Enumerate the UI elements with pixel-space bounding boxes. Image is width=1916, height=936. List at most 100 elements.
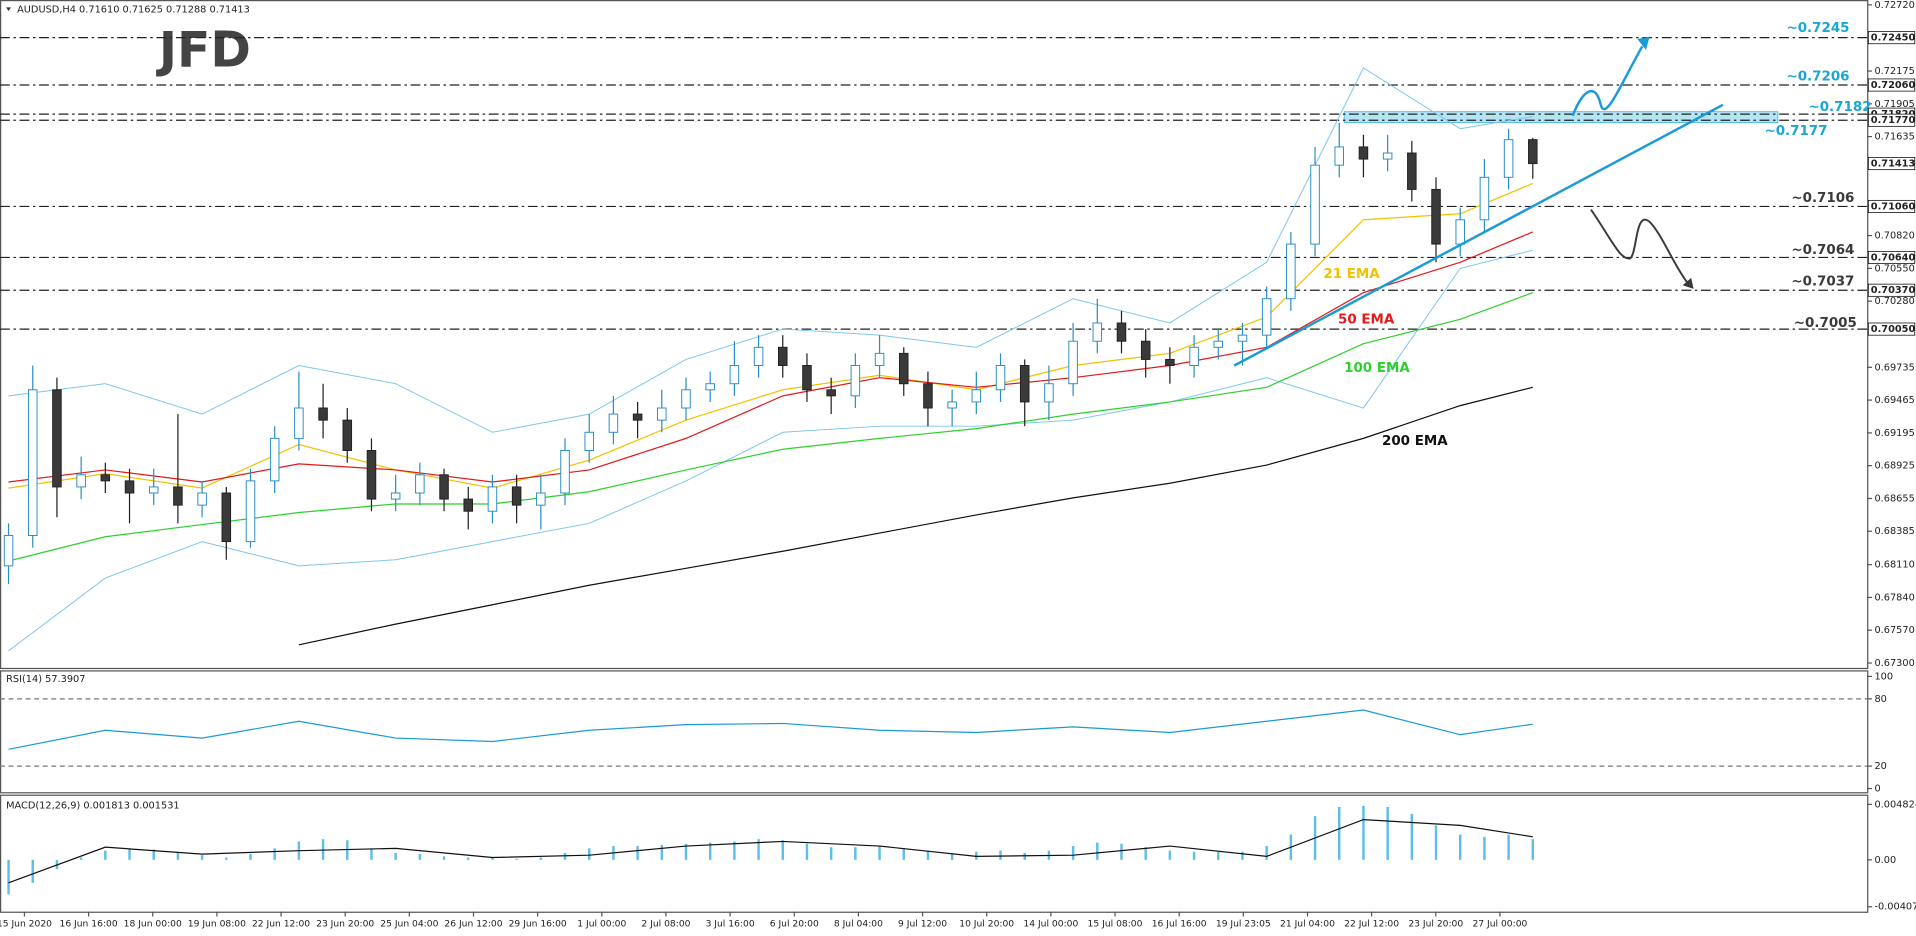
candle-body bbox=[923, 383, 933, 409]
x-tick-label: 23 Jun 20:00 bbox=[316, 919, 374, 929]
candle-body bbox=[1334, 146, 1345, 166]
collapse-icon bbox=[6, 7, 11, 11]
candle-body bbox=[463, 498, 474, 512]
candle-body bbox=[1044, 383, 1054, 403]
candle-body bbox=[27, 389, 38, 536]
candle-body bbox=[221, 492, 232, 543]
level-label: ~0.7106 bbox=[1791, 191, 1854, 206]
arrow-head bbox=[1682, 277, 1694, 289]
candle-body bbox=[1189, 346, 1199, 366]
macd-signal-line bbox=[8, 818, 1533, 884]
candle-body bbox=[1286, 243, 1296, 300]
x-tick-label: 10 Jul 20:00 bbox=[959, 919, 1014, 929]
resistance-zone bbox=[1343, 111, 1779, 124]
candle-body bbox=[753, 346, 764, 366]
y-tick-label: 20 bbox=[1874, 761, 1886, 772]
ema-label: 100 EMA bbox=[1344, 361, 1410, 376]
candle-body bbox=[1092, 322, 1103, 342]
candle-body bbox=[390, 492, 401, 500]
ema-line bbox=[298, 386, 1533, 646]
rsi-line bbox=[8, 709, 1533, 750]
candle-body bbox=[874, 352, 885, 366]
axis-level-box bbox=[1867, 78, 1916, 92]
level-label: ~0.7182 bbox=[1808, 100, 1871, 115]
logo: JFD bbox=[156, 22, 251, 79]
candle-body bbox=[1310, 164, 1320, 245]
y-tick-label: 0.00 bbox=[1874, 855, 1896, 866]
x-tick-label: 19 Jul 23:05 bbox=[1216, 919, 1271, 929]
axis-level-box bbox=[1867, 250, 1916, 264]
y-tick-label: 0.71635 bbox=[1874, 132, 1914, 143]
x-tick-label: 6 Jul 20:00 bbox=[770, 919, 819, 929]
x-tick-label: 14 Jul 00:00 bbox=[1023, 919, 1078, 929]
y-tick-label: 0.68655 bbox=[1874, 493, 1914, 504]
arrow-head bbox=[1637, 36, 1650, 50]
x-tick-label: 2 Jul 08:00 bbox=[641, 919, 690, 929]
x-tick-label: 15 Jun 2020 bbox=[0, 919, 52, 929]
y-tick-label: 0.68925 bbox=[1874, 461, 1914, 472]
level-label: ~0.7037 bbox=[1791, 275, 1854, 290]
candle-body bbox=[632, 413, 643, 421]
candle-body bbox=[52, 389, 62, 488]
candle-body bbox=[76, 474, 86, 488]
candle-body bbox=[947, 401, 957, 409]
x-tick-label: 9 Jul 12:00 bbox=[898, 919, 947, 929]
bearish-scenario-arrow bbox=[1590, 209, 1689, 284]
y-tick-label: 0.72175 bbox=[1874, 66, 1914, 77]
y-tick-label: 0.67840 bbox=[1874, 592, 1914, 603]
candle-body bbox=[1140, 340, 1151, 360]
candle-body bbox=[366, 450, 377, 500]
candle-body bbox=[318, 407, 328, 421]
candle-body bbox=[173, 486, 183, 506]
y-tick-label: 0.70280 bbox=[1874, 296, 1914, 307]
axis-level-box bbox=[1867, 283, 1916, 297]
rsi-title: RSI(14) 57.3907 bbox=[6, 674, 85, 685]
x-tick-label: 23 Jul 20:00 bbox=[1408, 919, 1463, 929]
y-tick-label: 0.71905 bbox=[1874, 99, 1914, 110]
candle-body bbox=[1455, 219, 1465, 245]
ema-label: 21 EMA bbox=[1323, 267, 1380, 282]
macd-panel bbox=[0, 794, 1869, 913]
candle-body bbox=[511, 486, 522, 506]
candle-body bbox=[971, 389, 982, 403]
y-tick-label: 0.67300 bbox=[1874, 658, 1914, 669]
y-tick-label: -0.004079 bbox=[1874, 902, 1916, 913]
candle-body bbox=[705, 383, 715, 391]
candle-body bbox=[342, 419, 353, 451]
candle-body bbox=[1019, 365, 1030, 403]
x-tick-label: 22 Jun 12:00 bbox=[252, 919, 310, 929]
bollinger-upper bbox=[8, 67, 1533, 433]
level-label: ~0.7177 bbox=[1764, 124, 1827, 139]
axis-level-label: 0.71770 bbox=[1871, 115, 1916, 126]
x-tick-label: 1 Jul 00:00 bbox=[577, 919, 626, 929]
axis-level-box bbox=[1867, 31, 1916, 45]
candle-body bbox=[3, 535, 14, 567]
x-tick-label: 29 Jun 16:00 bbox=[509, 919, 567, 929]
x-tick-label: 22 Jul 12:00 bbox=[1344, 919, 1399, 929]
macd-title: MACD(12,26,9) 0.001813 0.001531 bbox=[6, 801, 180, 812]
candle-body bbox=[124, 480, 135, 494]
candle-body bbox=[560, 450, 570, 494]
y-tick-label: 0.004824 bbox=[1874, 799, 1916, 810]
candle-body bbox=[1503, 139, 1514, 178]
axis-level-label: 0.70050 bbox=[1871, 324, 1916, 335]
axis-level-label: 0.72450 bbox=[1871, 33, 1916, 44]
axis-level-box bbox=[1867, 322, 1916, 336]
ema-line bbox=[8, 292, 1534, 562]
y-tick-label: 0.70550 bbox=[1874, 263, 1914, 274]
ema-label: 50 EMA bbox=[1338, 312, 1395, 327]
candle-body bbox=[294, 407, 304, 439]
y-tick-label: 0 bbox=[1874, 784, 1880, 795]
x-tick-label: 15 Jul 08:00 bbox=[1088, 919, 1143, 929]
x-tick-label: 19 Jun 08:00 bbox=[188, 919, 246, 929]
candle-body bbox=[995, 365, 1006, 391]
candle-body bbox=[1237, 334, 1248, 342]
candle-body bbox=[898, 352, 909, 385]
candle-body bbox=[850, 365, 861, 397]
candle-body bbox=[1382, 152, 1393, 160]
x-tick-label: 3 Jul 16:00 bbox=[706, 919, 755, 929]
level-label: ~0.7064 bbox=[1791, 243, 1854, 258]
x-tick-label: 21 Jul 04:00 bbox=[1280, 919, 1335, 929]
